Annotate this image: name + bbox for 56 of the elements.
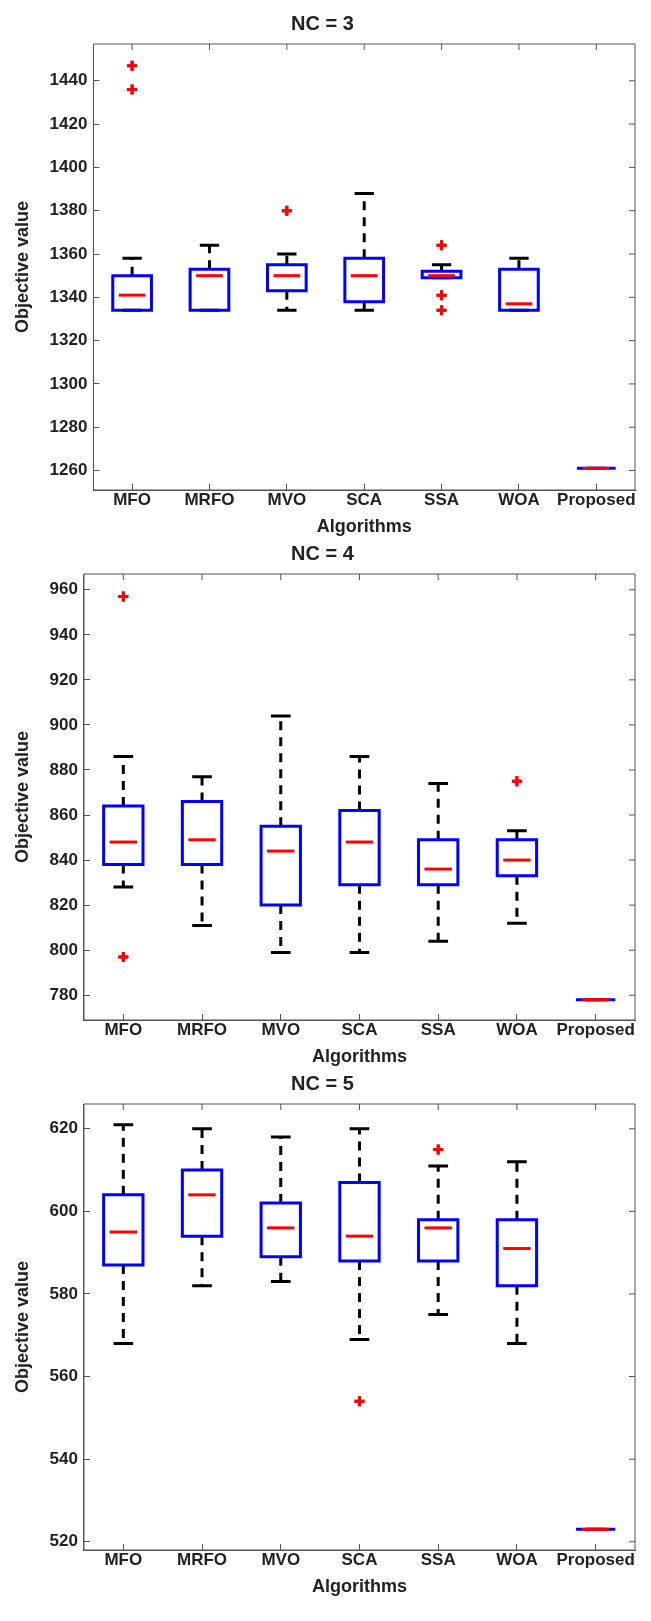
x-tick-label: SSA xyxy=(420,1019,456,1039)
x-tick-label: MVO xyxy=(261,1019,301,1039)
y-tick-label: 960 xyxy=(49,579,78,599)
chart-title: NC = 3 xyxy=(291,11,354,34)
y-tick-label: 840 xyxy=(49,849,78,869)
x-tick-label: WOA xyxy=(498,489,540,509)
y-tick-label: 560 xyxy=(49,1366,78,1386)
y-tick-label: 600 xyxy=(49,1201,78,1221)
x-axis-title: Algorithms xyxy=(311,1576,407,1597)
y-tick-label: 920 xyxy=(49,669,78,689)
y-tick-label: 1420 xyxy=(49,113,88,133)
y-tick-label: 880 xyxy=(49,759,78,779)
y-tick-label: 820 xyxy=(49,894,78,914)
y-tick-label: 1340 xyxy=(49,287,88,306)
y-axis-title: Objective value xyxy=(11,1260,32,1394)
x-tick-label: Proposed xyxy=(557,489,636,509)
y-tick-label: 780 xyxy=(49,984,78,1004)
x-tick-label: SSA xyxy=(424,489,460,509)
x-tick-label: MFO xyxy=(113,489,151,509)
x-tick-label: MFO xyxy=(104,1019,143,1039)
chart-title: NC = 4 xyxy=(291,541,355,564)
x-tick-label: MFO xyxy=(104,1549,143,1569)
y-axis-title: Objective value xyxy=(11,200,32,334)
x-tick-label: SCA xyxy=(341,1549,378,1569)
x-tick-label: WOA xyxy=(496,1019,538,1039)
y-tick-label: 620 xyxy=(49,1118,78,1138)
y-axis-title: Objective value xyxy=(11,730,32,864)
y-tick-label: 1400 xyxy=(49,157,88,177)
y-tick-label: 580 xyxy=(49,1283,78,1303)
y-tick-label: 520 xyxy=(49,1531,78,1551)
x-tick-label: WOA xyxy=(496,1549,538,1569)
x-tick-label: SSA xyxy=(420,1549,456,1569)
x-tick-label: Proposed xyxy=(556,1019,635,1039)
y-tick-label: 860 xyxy=(49,804,78,824)
x-tick-label: SCA xyxy=(346,489,383,509)
y-tick-label: 1380 xyxy=(49,200,88,220)
y-tick-label: 1320 xyxy=(49,330,88,350)
x-axis-title: Algorithms xyxy=(316,516,412,537)
x-tick-label: Proposed xyxy=(556,1549,635,1569)
x-tick-label: MRFO xyxy=(184,489,235,509)
x-tick-label: SCA xyxy=(341,1019,378,1039)
y-tick-label: 1440 xyxy=(49,70,88,90)
x-tick-label: MRFO xyxy=(177,1019,228,1039)
y-tick-label: 1360 xyxy=(49,243,88,263)
chart-title: NC = 5 xyxy=(291,1071,354,1094)
y-tick-label: 540 xyxy=(49,1448,78,1468)
y-tick-label: 1300 xyxy=(49,373,88,393)
x-tick-label: MVO xyxy=(267,489,307,509)
x-tick-label: MRFO xyxy=(177,1549,228,1569)
y-tick-label: 1280 xyxy=(49,416,88,436)
y-tick-label: 800 xyxy=(49,939,78,959)
y-tick-label: 1260 xyxy=(49,460,88,480)
x-tick-label: MVO xyxy=(261,1549,301,1569)
y-tick-label: 940 xyxy=(49,624,78,644)
y-tick-label: 900 xyxy=(49,714,78,734)
x-axis-title: Algorithms xyxy=(311,1046,407,1067)
